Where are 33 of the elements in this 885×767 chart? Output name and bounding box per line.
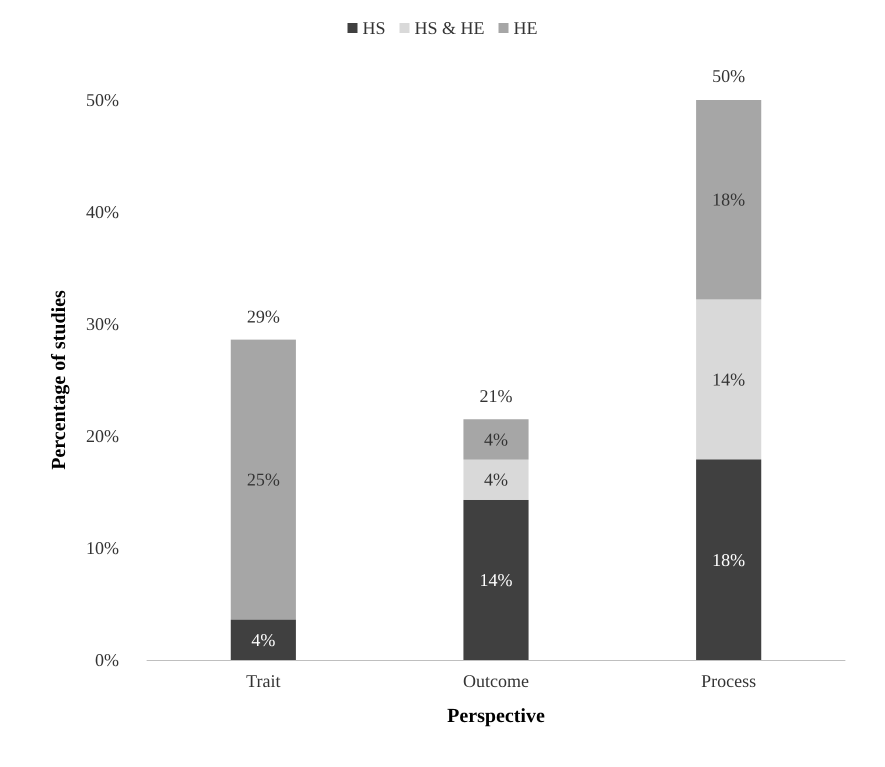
- x-tick-label: Process: [701, 671, 756, 691]
- data-label: 4%: [484, 470, 508, 490]
- y-tick-label: 50%: [86, 90, 119, 110]
- y-tick-label: 30%: [86, 314, 119, 334]
- bar: [463, 460, 529, 500]
- data-label: 4%: [251, 630, 276, 650]
- total-label: 29%: [246, 306, 280, 327]
- y-tick-label: 10%: [86, 538, 119, 558]
- legend-label: HS & HE: [414, 18, 485, 38]
- total-label: 50%: [712, 66, 746, 86]
- bar: [463, 500, 529, 660]
- y-tick-label: 0%: [95, 650, 119, 670]
- y-tick-label: 40%: [86, 202, 119, 222]
- legend-label: HE: [514, 18, 538, 38]
- bar: [696, 299, 762, 460]
- data-label: 14%: [712, 369, 746, 390]
- bar: [230, 620, 296, 660]
- bar: [696, 460, 762, 660]
- x-axis-title: Perspective: [447, 705, 545, 727]
- x-tick-label: Outcome: [463, 671, 529, 691]
- data-label: 18%: [712, 190, 746, 210]
- bar: [230, 340, 296, 620]
- data-label: 14%: [480, 570, 512, 590]
- data-label: 4%: [484, 429, 508, 450]
- y-axis-title: Percentage of studies: [48, 290, 70, 470]
- x-tick-label: Trait: [246, 671, 281, 691]
- total-label: 21%: [480, 386, 512, 406]
- data-label: 18%: [712, 550, 746, 570]
- data-label: 25%: [246, 470, 280, 490]
- bar: [463, 419, 529, 460]
- legend-label: HS: [362, 18, 386, 38]
- bar: [696, 100, 762, 300]
- y-tick-label: 20%: [86, 426, 119, 446]
